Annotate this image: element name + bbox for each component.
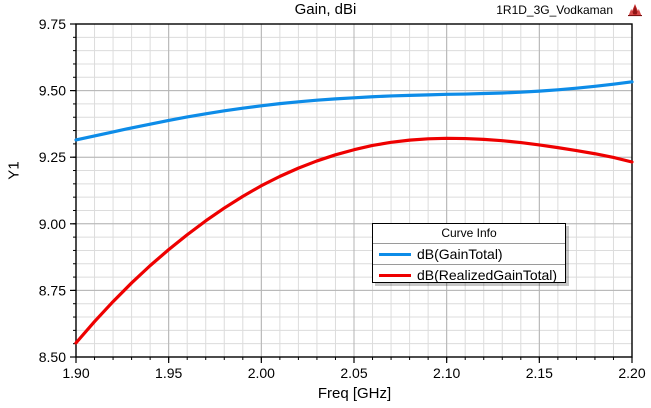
y-tick-labels: 9.75 9.50 9.25 9.00 8.75 8.50 [39, 16, 66, 365]
x-tick-label: 2.15 [526, 365, 553, 381]
legend-color-swatch-red [373, 273, 417, 277]
legend-color-swatch-blue [373, 252, 417, 256]
major-gridlines [75, 23, 633, 358]
x-axis-label: Freq [GHz] [317, 385, 392, 402]
y-tick-label: 8.50 [39, 349, 66, 365]
legend-item-gaintotal[interactable]: dB(GainTotal) [373, 244, 565, 265]
x-tick-label: 1.95 [155, 365, 182, 381]
legend-item-label: dB(RealizedGainTotal) [417, 267, 558, 283]
y-tick-label: 9.00 [39, 216, 66, 232]
x-tick-label: 1.90 [62, 365, 89, 381]
y-tick-label: 9.25 [39, 149, 66, 165]
x-tick-labels: 1.90 1.95 2.00 2.05 2.10 2.15 2.20 [62, 365, 645, 381]
legend-item-realizedgaintotal[interactable]: dB(RealizedGainTotal) [373, 265, 565, 285]
y-tick-label: 9.75 [39, 16, 66, 32]
y-tick-label: 9.50 [39, 83, 66, 99]
tick-marks [70, 23, 633, 363]
legend-title: Curve Info [373, 224, 565, 244]
ansys-pyramid-logo-icon [627, 3, 643, 17]
page-title: Gain, dBi [294, 1, 357, 18]
design-name-label: 1R1D_3G_Vodkaman [496, 3, 613, 17]
axis-frame [75, 23, 633, 358]
x-tick-label: 2.05 [340, 365, 367, 381]
legend-item-label: dB(GainTotal) [417, 246, 503, 262]
series-lines [74, 80, 634, 345]
x-tick-label: 2.00 [248, 365, 275, 381]
x-tick-label: 2.10 [433, 365, 460, 381]
y-tick-label: 8.75 [39, 282, 66, 298]
legend[interactable]: Curve Info dB(GainTotal) dB(RealizedGain… [372, 223, 566, 283]
x-tick-label: 2.20 [618, 365, 645, 381]
